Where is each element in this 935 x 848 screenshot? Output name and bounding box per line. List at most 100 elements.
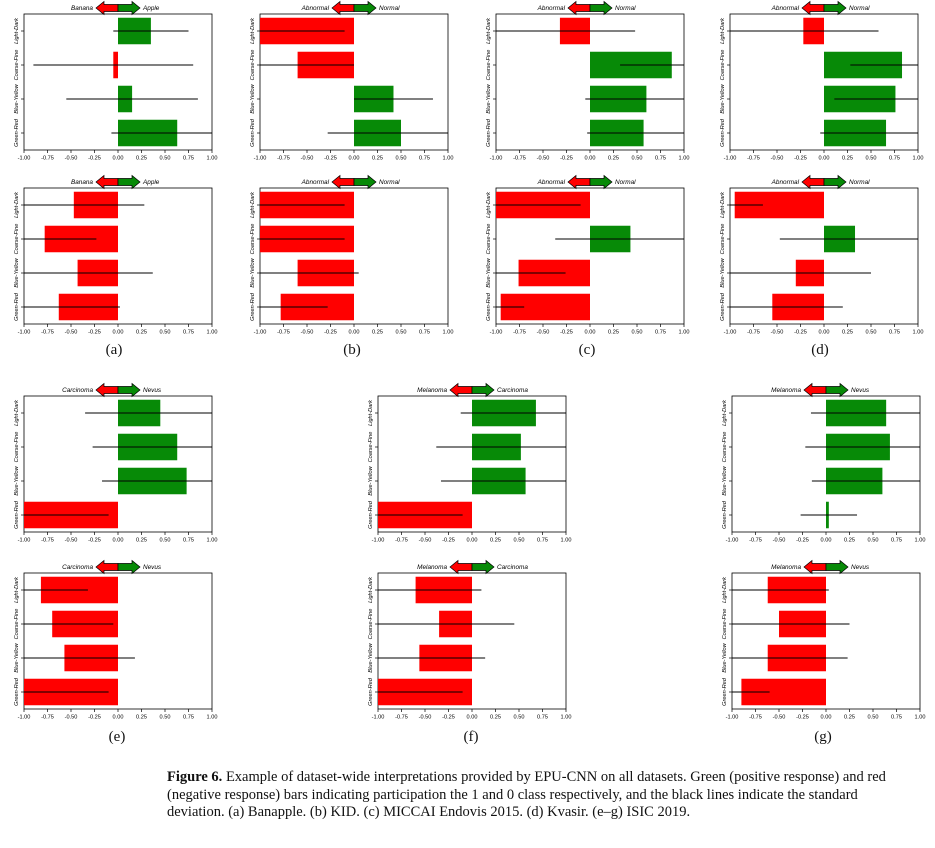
panel-b-top-xtick-label: 0.25 [372,156,383,162]
panel-c-top-xtick-label: 0.75 [655,156,666,162]
panel-a-bottom-xtick-label: -0.25 [88,330,101,336]
panel-e-top-xtick-label: -0.75 [41,538,54,544]
panel-g-bottom-category-label: Light-Dark [722,576,728,603]
panel-e-bottom-right-class-label: Nevus [143,564,162,571]
panel-d-top-xtick-label: -0.25 [794,156,807,162]
panel-b-bottom-xtick-label: 0.25 [372,330,383,336]
panel-c-top-xtick-label: 1.00 [679,156,690,162]
panel-d-top-xtick-label: -0.50 [771,156,784,162]
panel-a-top-xtick-label: 0.00 [113,156,124,162]
panel-e-bottom: Light-Dark Coarse-Fine Blue-Yellow Green-Re… [14,559,217,721]
panel-d-bottom-xtick-label: -0.25 [794,330,807,336]
panel-c-top-xtick-label: -0.25 [560,156,573,162]
panel-g-bottom-xtick-label: 0.25 [844,715,855,721]
panel-d-bottom-xtick-label: -1.00 [724,330,737,336]
panel-g-top-xtick-label: 0.25 [844,538,855,544]
panel-f-bottom: Light-Dark Coarse-Fine Blue-Yellow Green-Re… [368,559,572,721]
panel-a-top-arrow-right-icon [117,0,141,16]
panel-e-top-xtick-label: -1.00 [18,538,31,544]
panel-c-top-category-label: Blue-Yellow [486,83,492,113]
panel-a-top-arrow-left-icon [95,0,119,16]
panel-c-bottom-xtick-label: -0.75 [513,330,526,336]
panel-f-bottom-xtick-label: 0.75 [537,715,548,721]
panel-c-bottom-xtick-label: -0.25 [560,330,573,336]
panel-f-top-arrow-left-icon [449,382,473,398]
panel-g-top-xtick-label: 0.00 [821,538,832,544]
panel-g-bottom-xtick-label: -1.00 [726,715,739,721]
panel-g-top-category-label: Coarse-Fine [722,432,728,463]
panel-d-top: Light-Dark Coarse-Fine Blue-Yellow Green-Re… [720,0,923,162]
panel-c-bottom-left-class-label: Abnormal [537,179,566,186]
panel-c-bottom-xtick-label: 0.75 [655,330,666,336]
panel-d-top-xtick-label: -1.00 [724,156,737,162]
panel-a-top-xtick-label: -0.75 [41,156,54,162]
panel-c-bottom-xtick-label: -1.00 [490,330,503,336]
panel-a-top-xtick-label: -1.00 [18,156,31,162]
panel-d-top-category-label: Blue-Yellow [720,83,726,113]
panel-b-bottom-category-label: Blue-Yellow [250,257,256,287]
panel-g-top-xtick-label: 0.75 [891,538,902,544]
panel-e-top-xtick-label: 0.00 [113,538,124,544]
panel-f-bottom-xtick-label: -1.00 [372,715,385,721]
panel-g-top-xtick-label: -0.50 [773,538,786,544]
panel-c-bottom-xtick-label: -0.50 [537,330,550,336]
panel-f-bottom-xtick-label: -0.25 [442,715,455,721]
panel-a-bottom-xtick-label: -0.50 [65,330,78,336]
panel-f-top-xtick-label: 0.50 [514,538,525,544]
panel-f-bottom-xtick-label: 1.00 [561,715,572,721]
panel-a-top: Light-Dark Coarse-Fine Blue-Yellow Green-Re… [14,0,217,162]
panel-e-bottom-category-label: Green-Red [14,677,20,706]
panel-e-top-arrow-left-icon [95,382,119,398]
panel-b-bottom-xtick-label: 1.00 [443,330,454,336]
panel-d-top-xtick-label: 0.00 [819,156,830,162]
panel-b-top-xtick-label: -0.75 [277,156,290,162]
panel-e-top-right-class-label: Nevus [143,387,162,394]
panel-b-top-xtick-label: 1.00 [443,156,454,162]
panel-b-bottom-xtick-label: 0.50 [396,330,407,336]
panel-a-top-category-label: Green-Red [14,118,20,147]
panel-f-bottom-category-label: Light-Dark [368,576,374,603]
panel-d-bottom-category-label: Green-Red [720,292,726,321]
panel-c-top-xtick-label: 0.25 [608,156,619,162]
subfigure-label-g: (g) [814,729,832,745]
panel-b-top-category-label: Coarse-Fine [250,50,256,81]
panel-b-bottom-xtick-label: -1.00 [254,330,267,336]
panel-b-top-xtick-label: 0.50 [396,156,407,162]
panel-e-top-xtick-label: 0.75 [183,538,194,544]
panel-g-top-xtick-label: 0.50 [868,538,879,544]
panel-e-top-xtick-label: -0.50 [65,538,78,544]
panel-f-top-right-class-label: Carcinoma [497,387,528,394]
caption-text: Example of dataset-wide interpretations … [167,769,886,820]
charts-canvas: Light-Dark Coarse-Fine Blue-Yellow Green-Re… [14,0,925,721]
panel-f-top-xtick-label: -0.25 [442,538,455,544]
panel-e-bottom-category-label: Blue-Yellow [14,642,20,672]
panel-c-top-xtick-label: -1.00 [490,156,503,162]
panel-d-bottom-category-label: Coarse-Fine [720,224,726,255]
panel-g-bottom-xtick-label: -0.25 [796,715,809,721]
panel-a-bottom-xtick-label: -1.00 [18,330,31,336]
panel-b-bottom-right-class-label: Normal [379,179,400,186]
panel-e-bottom-left-class-label: Carcinoma [62,564,93,571]
panel-c-bottom-right-class-label: Normal [615,179,636,186]
panel-c-top-category-label: Green-Red [486,118,492,147]
panel-c-bottom-xtick-label: 0.00 [585,330,596,336]
panel-f-top-xtick-label: -0.75 [395,538,408,544]
panel-g-top-arrow-left-icon [803,382,827,398]
panel-a-bottom-xtick-label: 0.75 [183,330,194,336]
panel-e-bottom-xtick-label: -0.75 [41,715,54,721]
panel-g-top-category-label: Green-Red [722,500,728,529]
panel-d-bottom-category-label: Light-Dark [720,191,726,218]
panel-c-bottom-category-label: Green-Red [486,292,492,321]
panel-b-top-category-label: Green-Red [250,118,256,147]
panel-f-bottom-arrow-left-icon [449,559,473,575]
panel-f-top-xtick-label: -0.50 [419,538,432,544]
panel-f-top-xtick-label: 0.25 [490,538,501,544]
panel-g-bottom-arrow-left-icon [803,559,827,575]
panel-d-top-arrow-left-icon [801,0,825,16]
panel-a-bottom-xtick-label: 0.25 [136,330,147,336]
panel-b-top-xtick-label: -0.50 [301,156,314,162]
panel-g-bottom-xtick-label: -0.75 [749,715,762,721]
panel-f-top-xtick-label: -1.00 [372,538,385,544]
panel-f-top-xtick-label: 0.00 [467,538,478,544]
panel-g-bottom-arrow-right-icon [825,559,849,575]
